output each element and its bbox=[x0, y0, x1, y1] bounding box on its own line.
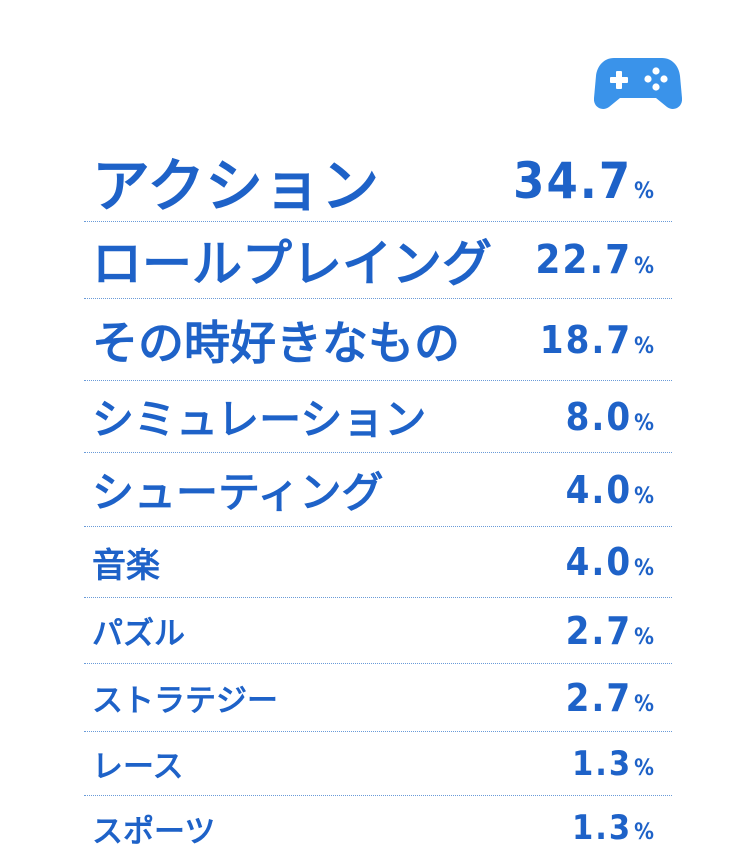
percentage-number: 4.0 bbox=[565, 467, 633, 512]
percent-sign: % bbox=[634, 254, 654, 279]
percent-sign: % bbox=[634, 410, 654, 436]
ranking-row: ストラテジー 2.7% bbox=[84, 664, 672, 732]
genre-label: その時好きなもの bbox=[92, 315, 460, 370]
percentage-number: 8.0 bbox=[565, 394, 633, 439]
percent-sign: % bbox=[634, 333, 654, 359]
percent-sign: % bbox=[634, 556, 654, 581]
percentage-value: 34.7% bbox=[513, 152, 672, 210]
percentage-value: 18.7% bbox=[540, 318, 672, 362]
percent-sign: % bbox=[634, 624, 654, 650]
genre-label: ロールプレイング bbox=[92, 235, 492, 293]
percentage-number: 2.7 bbox=[565, 608, 633, 653]
genre-label: シューティング bbox=[92, 468, 384, 517]
ranking-row: スポーツ 1.3% bbox=[84, 796, 672, 860]
gamepad-icon bbox=[593, 56, 683, 112]
percentage-number: 2.7 bbox=[565, 675, 633, 720]
genre-label: レース bbox=[92, 749, 184, 785]
percentage-value: 1.3% bbox=[572, 744, 672, 784]
genre-label: スポーツ bbox=[92, 813, 216, 850]
percentage-number: 18.7 bbox=[539, 317, 633, 362]
ranking-row: シミュレーション 8.0% bbox=[84, 381, 672, 453]
percent-sign: % bbox=[634, 691, 654, 717]
percent-sign: % bbox=[634, 178, 654, 204]
percentage-number: 22.7 bbox=[535, 237, 633, 283]
percent-sign: % bbox=[634, 820, 654, 845]
ranking-row: 音楽 4.0% bbox=[84, 527, 672, 598]
percent-sign: % bbox=[634, 483, 654, 509]
percentage-value: 4.0% bbox=[566, 540, 672, 584]
genre-label: アクション bbox=[92, 151, 380, 220]
ranking-row: レース 1.3% bbox=[84, 732, 672, 796]
percentage-value: 22.7% bbox=[535, 237, 672, 283]
ranking-row: パズル 2.7% bbox=[84, 598, 672, 664]
genre-label: シミュレーション bbox=[92, 395, 427, 444]
percentage-value: 4.0% bbox=[566, 468, 672, 512]
genre-label: 音楽 bbox=[92, 545, 160, 586]
ranking-row: シューティング 4.0% bbox=[84, 453, 672, 527]
percentage-value: 8.0% bbox=[566, 395, 672, 439]
ranking-row: その時好きなもの 18.7% bbox=[84, 299, 672, 381]
ranking-row: アクション 34.7% bbox=[84, 140, 672, 222]
percentage-number: 1.3 bbox=[571, 808, 633, 848]
percentage-value: 2.7% bbox=[566, 609, 672, 653]
ranking-row: ロールプレイング 22.7% bbox=[84, 222, 672, 299]
genre-label: ストラテジー bbox=[92, 683, 278, 719]
genre-label: パズル bbox=[92, 616, 185, 652]
percentage-number: 1.3 bbox=[571, 743, 633, 784]
percentage-value: 1.3% bbox=[572, 808, 672, 848]
percent-sign: % bbox=[634, 755, 654, 781]
percentage-number: 4.0 bbox=[565, 540, 633, 584]
percentage-value: 2.7% bbox=[566, 676, 672, 720]
percentage-number: 34.7 bbox=[513, 151, 633, 210]
